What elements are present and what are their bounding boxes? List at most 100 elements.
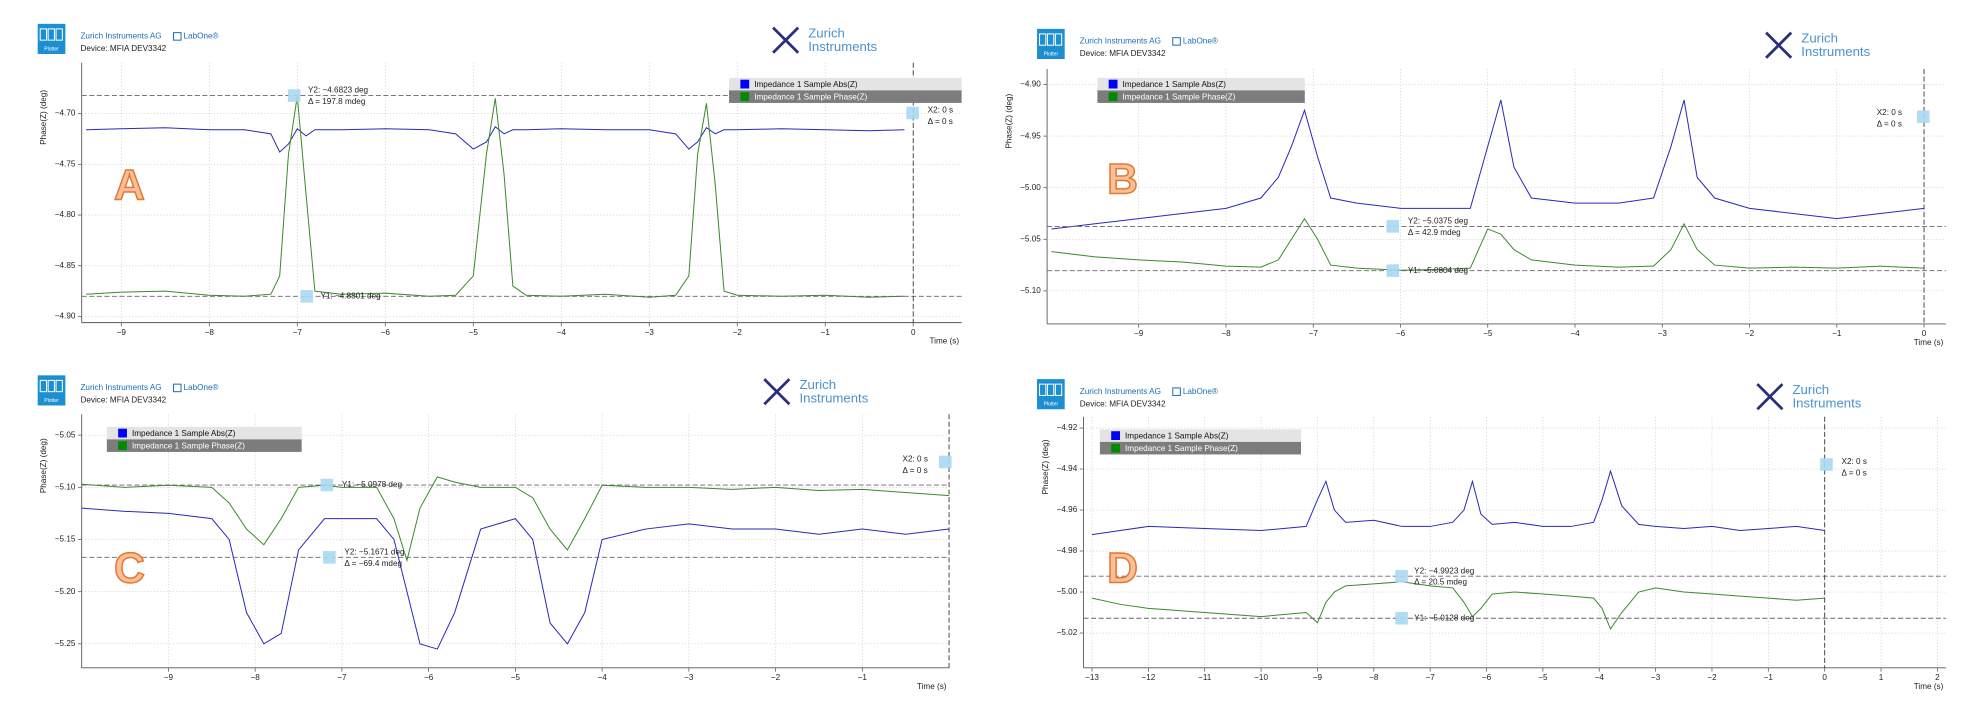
logo-text: Instruments: [1793, 396, 1862, 411]
panel-letter: D: [1107, 544, 1138, 592]
y-axis-label: Phase(Z) (deg): [39, 438, 48, 493]
product-icon: [172, 32, 182, 41]
x-tick-label: −4: [597, 673, 607, 682]
y-tick-label: −5.10: [1020, 286, 1041, 295]
cursor-handle: [938, 455, 952, 469]
y-tick-label: −4.98: [1057, 546, 1078, 555]
x-tick-label: 1: [1879, 673, 1884, 682]
x-axis-label: Time (s): [929, 337, 959, 346]
y-tick-label: −4.92: [1057, 423, 1078, 432]
cursor-label: Y2: −4.6823 deg: [308, 86, 369, 95]
legend-label: Impedance 1 Sample Abs(Z): [132, 429, 236, 438]
plot-panel: Plotter Zurich Instruments AG LabOne® Devic…: [1037, 379, 1946, 691]
y-tick-label: −5.05: [55, 430, 76, 439]
cursor-label: X2: 0 s: [928, 106, 953, 115]
x-tick-label: −3: [645, 328, 655, 337]
x-tick-label: −9: [117, 328, 127, 337]
series-line: [1091, 469, 1825, 536]
y-tick-label: −4.85: [55, 261, 76, 270]
legend-swatch: [740, 92, 750, 102]
x-tick-label: −13: [1085, 673, 1099, 682]
x-tick-label: 0: [1822, 673, 1827, 682]
plotter-icon-glyph: [47, 379, 55, 393]
cursor-handle: [300, 290, 313, 303]
legend-label: Impedance 1 Sample Phase(Z): [1125, 444, 1238, 453]
y-axis-label: Phase(Z) (deg): [39, 90, 48, 145]
x-tick-label: 0: [1922, 329, 1927, 338]
x-tick-label: −5: [1538, 673, 1548, 682]
x-tick-label: −7: [337, 673, 347, 682]
x-tick-label: −7: [1426, 673, 1436, 682]
y-tick-label: −5.02: [1057, 628, 1078, 637]
x-tick-label: −8: [1369, 673, 1379, 682]
x-tick-label: −5: [469, 328, 479, 337]
x-tick-label: −7: [1309, 329, 1319, 338]
plotter-icon-glyph: [39, 28, 48, 41]
cursor-delta: Δ = 0 s: [1877, 119, 1902, 128]
logo-text: Instruments: [799, 391, 868, 406]
panel-letter: A: [114, 162, 145, 210]
x-tick-label: −2: [733, 328, 743, 337]
x-tick-label: −3: [1651, 673, 1661, 682]
x-tick-label: −9: [1134, 329, 1144, 338]
cursor-handle: [323, 551, 336, 564]
icon-label: Plotter: [44, 46, 59, 52]
legend-label: Impedance 1 Sample Abs(Z): [1125, 431, 1229, 440]
product-name: LabOne®: [1183, 387, 1218, 396]
plotter-icon-glyph: [1046, 383, 1055, 396]
cursor-label: Y1: −5.0978 deg: [342, 480, 403, 489]
plot-panel: Plotter Zurich Instruments AG LabOne® Devic…: [37, 375, 952, 691]
series-line: [1051, 99, 1925, 230]
logo-text: Zurich: [808, 25, 845, 40]
legend-row: [729, 77, 962, 91]
series-line: [1051, 217, 1925, 271]
cursor-delta: Δ = 20.5 mdeg: [1414, 578, 1467, 587]
product-icon: [172, 383, 182, 393]
cursor-label: X2: 0 s: [1842, 457, 1867, 466]
device-name: Device: MFIA DEV3342: [1080, 49, 1166, 58]
legend-label: Impedance 1 Sample Abs(Z): [754, 80, 858, 89]
x-tick-label: −1: [1764, 673, 1774, 682]
device-name: Device: MFIA DEV3342: [1080, 399, 1166, 408]
x-tick-label: −1: [858, 673, 868, 682]
y-axis-label: Phase(Z) (deg): [1005, 93, 1014, 148]
y-tick-label: −5.15: [55, 535, 76, 544]
series-line: [86, 125, 905, 153]
cursor-handle: [287, 89, 301, 102]
plotter-icon-glyph: [1054, 33, 1063, 46]
logo-text: Instruments: [808, 39, 877, 54]
y-tick-label: −4.94: [1057, 464, 1078, 473]
legend-swatch: [118, 441, 127, 451]
y-tick-label: −5.00: [1057, 587, 1078, 596]
x-tick-label: −2: [1745, 329, 1755, 338]
product-name: LabOne®: [184, 32, 219, 41]
x-tick-label: −7: [293, 328, 303, 337]
legend-swatch: [740, 79, 750, 89]
y-tick-label: −5.25: [55, 639, 76, 648]
plotter-icon-glyph: [1039, 33, 1047, 46]
x-axis-label: Time (s): [917, 682, 947, 691]
y-tick-label: −5.00: [1020, 183, 1041, 192]
cursor-delta: Δ = −69.4 mdeg: [344, 559, 402, 568]
x-tick-label: −6: [424, 673, 434, 682]
plotter-icon-glyph: [39, 379, 48, 393]
logo-mark: [1765, 31, 1793, 59]
company-name: Zurich Instruments AG: [1080, 37, 1161, 46]
x-tick-label: −6: [381, 328, 391, 337]
x-tick-label: 2: [1935, 673, 1940, 682]
x-axis-label: Time (s): [1914, 338, 1944, 347]
device-name: Device: MFIA DEV3342: [80, 396, 166, 405]
legend-swatch: [1111, 443, 1121, 453]
cursor-label: Y1: −4.8801 deg: [321, 291, 382, 300]
plot-panel: Plotter Zurich Instruments AG LabOne® Devic…: [1005, 28, 1946, 347]
y-tick-label: −5.05: [1020, 234, 1041, 243]
cursor-label: Y1: −5.0128 deg: [1414, 613, 1475, 622]
legend-row: [1099, 429, 1302, 442]
x-tick-label: −5: [1483, 329, 1493, 338]
icon-label: Plotter: [44, 398, 59, 404]
cursor-handle: [1386, 264, 1400, 277]
x-tick-label: −2: [771, 673, 781, 682]
x-tick-label: 0: [911, 328, 916, 337]
